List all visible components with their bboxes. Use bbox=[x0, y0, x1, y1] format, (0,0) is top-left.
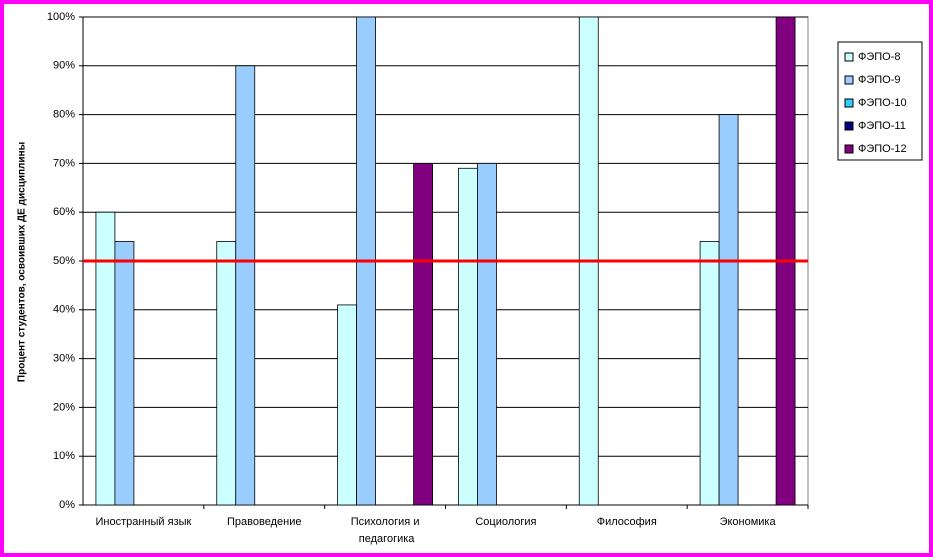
y-tick-label: 40% bbox=[53, 304, 75, 316]
y-tick-label: 10% bbox=[53, 450, 75, 462]
bar bbox=[95, 211, 116, 506]
legend-label: ФЭПО-8 bbox=[858, 51, 901, 63]
y-tick-label: 50% bbox=[53, 255, 75, 267]
bar bbox=[413, 162, 433, 506]
legend-swatch bbox=[844, 144, 854, 154]
x-tick-label: Психология и педагогика bbox=[351, 516, 420, 545]
y-tick-label: 80% bbox=[53, 109, 75, 121]
legend-swatch bbox=[844, 98, 854, 108]
y-tick-label: 60% bbox=[53, 206, 75, 218]
legend-swatch bbox=[844, 75, 854, 85]
bar bbox=[216, 241, 237, 506]
y-tick-label: 70% bbox=[53, 157, 75, 169]
bar bbox=[699, 241, 720, 506]
bar bbox=[337, 304, 357, 506]
legend-label: ФЭПО-12 bbox=[858, 143, 907, 155]
x-tick-label: Экономика bbox=[720, 516, 777, 528]
y-tick-label: 30% bbox=[53, 353, 75, 365]
legend-swatch bbox=[844, 52, 854, 62]
bar bbox=[477, 162, 497, 506]
x-tick-label: Иностранный язык bbox=[95, 516, 191, 528]
legend-label: ФЭПО-11 bbox=[858, 120, 906, 132]
x-tick-label: Социология bbox=[475, 516, 536, 528]
bar bbox=[114, 241, 135, 506]
x-tick-label: Правоведение bbox=[227, 516, 301, 528]
bar bbox=[718, 114, 739, 506]
bar bbox=[458, 167, 478, 506]
legend-label: ФЭПО-10 bbox=[858, 97, 907, 109]
legend-label: ФЭПО-9 bbox=[858, 74, 901, 86]
legend-swatch bbox=[844, 121, 854, 131]
y-tick-label: 20% bbox=[53, 401, 75, 413]
x-tick-label: Философия bbox=[597, 516, 657, 528]
y-tick-label: 0% bbox=[59, 499, 75, 511]
y-axis-label: Процент студентов, освоивших ДЕ дисципли… bbox=[17, 142, 28, 382]
y-tick-label: 100% bbox=[47, 11, 75, 23]
bar bbox=[235, 65, 256, 506]
y-tick-label: 90% bbox=[53, 60, 75, 72]
